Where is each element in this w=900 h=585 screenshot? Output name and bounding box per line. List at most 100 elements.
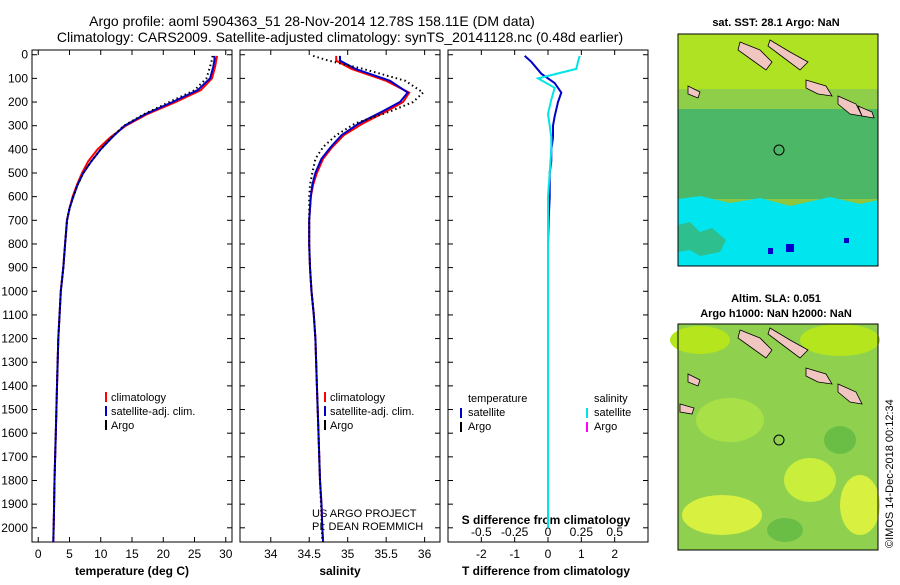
legend-s-satellite: satellite	[594, 407, 631, 419]
legend-satellite-swatch	[105, 406, 107, 416]
legend-climatology-swatch	[324, 392, 326, 402]
title-line2: Climatology: CARS2009. Satellite-adjuste…	[57, 29, 623, 45]
sla-high-patch	[800, 324, 880, 356]
legend-s-satellite-swatch	[586, 408, 588, 418]
salinity-frame	[239, 49, 441, 543]
sst-map: sat. SST: 28.1 Argo: NaN	[677, 17, 879, 267]
legend-climatology-swatch	[105, 392, 107, 402]
island-shape	[837, 383, 863, 405]
s-difference-title: S difference from climatology	[462, 513, 631, 527]
island-shape	[767, 327, 809, 359]
island-shape	[679, 403, 695, 415]
project-annotation: US ARGO PROJECT	[312, 508, 417, 520]
sla-map: Altim. SLA: 0.051 Argo h1000: NaN h2000:…	[670, 293, 880, 551]
island-shape	[687, 85, 701, 99]
x-tick-label: 1	[578, 547, 585, 561]
legend-temperature-head: temperature	[468, 393, 527, 405]
legend-argo-swatch	[105, 420, 107, 430]
series-satellite-adj-clim	[52, 55, 216, 543]
sla-map-title1: Altim. SLA: 0.051	[731, 293, 821, 305]
depth-tick-label: 1700	[1, 450, 28, 464]
series-satellite-temperature	[524, 55, 563, 528]
sst-map-frame	[677, 33, 879, 267]
island-shape	[857, 105, 875, 119]
legend-satellite-swatch	[324, 406, 326, 416]
x-tick-label: -1	[509, 547, 520, 561]
sla-low-patch	[824, 426, 856, 454]
depth-tick-label: 400	[8, 142, 28, 156]
sla-high-patch	[670, 326, 730, 354]
sla-low-patch	[767, 518, 803, 542]
depth-tick-label: 1000	[1, 284, 28, 298]
imos-credit: ©IMOS 14-Dec-2018 00:12:34	[884, 399, 896, 548]
series-climatology	[308, 55, 411, 543]
salinity-panel: salinity climatology satellite-adj. clim…	[239, 49, 441, 578]
series-satellite-adj-clim	[308, 55, 410, 543]
temperature-frame	[31, 49, 233, 543]
depth-tick-label: 1400	[1, 379, 28, 393]
legend-climatology: climatology	[330, 392, 386, 404]
depth-tick-label: 1500	[1, 403, 28, 417]
legend-satellite: satellite-adj. clim.	[330, 406, 414, 418]
island-shape	[805, 79, 833, 97]
depth-tick-label: 700	[8, 213, 28, 227]
temperature-legend: climatology satellite-adj. clim. Argo	[105, 392, 195, 432]
s-diff-tick-label: -0.5	[471, 525, 492, 539]
salinity-xlabel: salinity	[319, 564, 361, 578]
sst-cold-patch	[678, 222, 726, 256]
sla-map-title2: Argo h1000: NaN h2000: NaN	[700, 308, 852, 320]
depth-tick-label: 1600	[1, 426, 28, 440]
x-tick-label: 20	[157, 547, 171, 561]
legend-argo-swatch	[324, 420, 326, 430]
island-shape	[767, 39, 809, 71]
x-tick-label: 36	[418, 547, 432, 561]
depth-tick-label: 1100	[2, 308, 28, 322]
s-diff-tick-label: -0.25	[501, 525, 529, 539]
x-tick-label: -2	[476, 547, 487, 561]
legend-t-satellite-swatch	[460, 408, 462, 418]
legend-t-argo: Argo	[468, 421, 491, 433]
sst-deep-pixel	[768, 248, 773, 254]
legend-t-satellite: satellite	[468, 407, 505, 419]
s-diff-tick-label: 0.25	[570, 525, 594, 539]
sla-high-patch	[784, 458, 836, 502]
s-diff-tick-label: 0.5	[606, 525, 623, 539]
depth-tick-label: 1900	[1, 497, 28, 511]
depth-tick-label: 1300	[1, 355, 28, 369]
legend-s-argo: Argo	[594, 421, 617, 433]
legend-argo: Argo	[330, 420, 353, 432]
sla-islands	[679, 327, 863, 415]
island-shape	[737, 329, 773, 359]
island-shape	[687, 373, 701, 387]
legend-argo: Argo	[111, 420, 134, 432]
sst-islands	[687, 39, 875, 119]
x-tick-label: 35	[341, 547, 355, 561]
title-line1: Argo profile: aoml 5904363_51 28-Nov-201…	[89, 13, 535, 29]
sst-cold-region	[678, 196, 878, 266]
island-shape	[837, 95, 863, 117]
x-tick-label: 35.5	[374, 547, 398, 561]
sla-argo-marker	[773, 434, 785, 446]
island-shape	[805, 367, 833, 385]
salinity-legend: climatology satellite-adj. clim. Argo	[324, 392, 414, 432]
legend-climatology: climatology	[111, 392, 167, 404]
legend-s-argo-swatch	[586, 422, 588, 432]
x-tick-label: 34	[264, 547, 278, 561]
depth-tick-label: 600	[8, 190, 28, 204]
x-tick-label: 0	[545, 547, 552, 561]
series-climatology	[52, 55, 218, 543]
series-satellite-salinity	[535, 55, 581, 528]
difference-legend: temperature satellite Argo salinity sate…	[460, 393, 631, 433]
temperature-xlabel: temperature (deg C)	[75, 564, 189, 578]
sst-cool-band	[678, 109, 878, 199]
s-diff-tick-label: 0	[545, 525, 552, 539]
depth-tick-label: 800	[8, 237, 28, 251]
pi-annotation: PI: DEAN ROEMMICH	[312, 521, 423, 533]
x-tick-label: 25	[188, 547, 202, 561]
sla-high-patch	[682, 495, 762, 535]
sst-deep-pixel	[786, 244, 794, 252]
depth-tick-label: 1200	[1, 332, 28, 346]
legend-satellite: satellite-adj. clim.	[111, 406, 195, 418]
x-tick-label: 34.5	[298, 547, 322, 561]
sla-high-patch	[840, 475, 880, 535]
